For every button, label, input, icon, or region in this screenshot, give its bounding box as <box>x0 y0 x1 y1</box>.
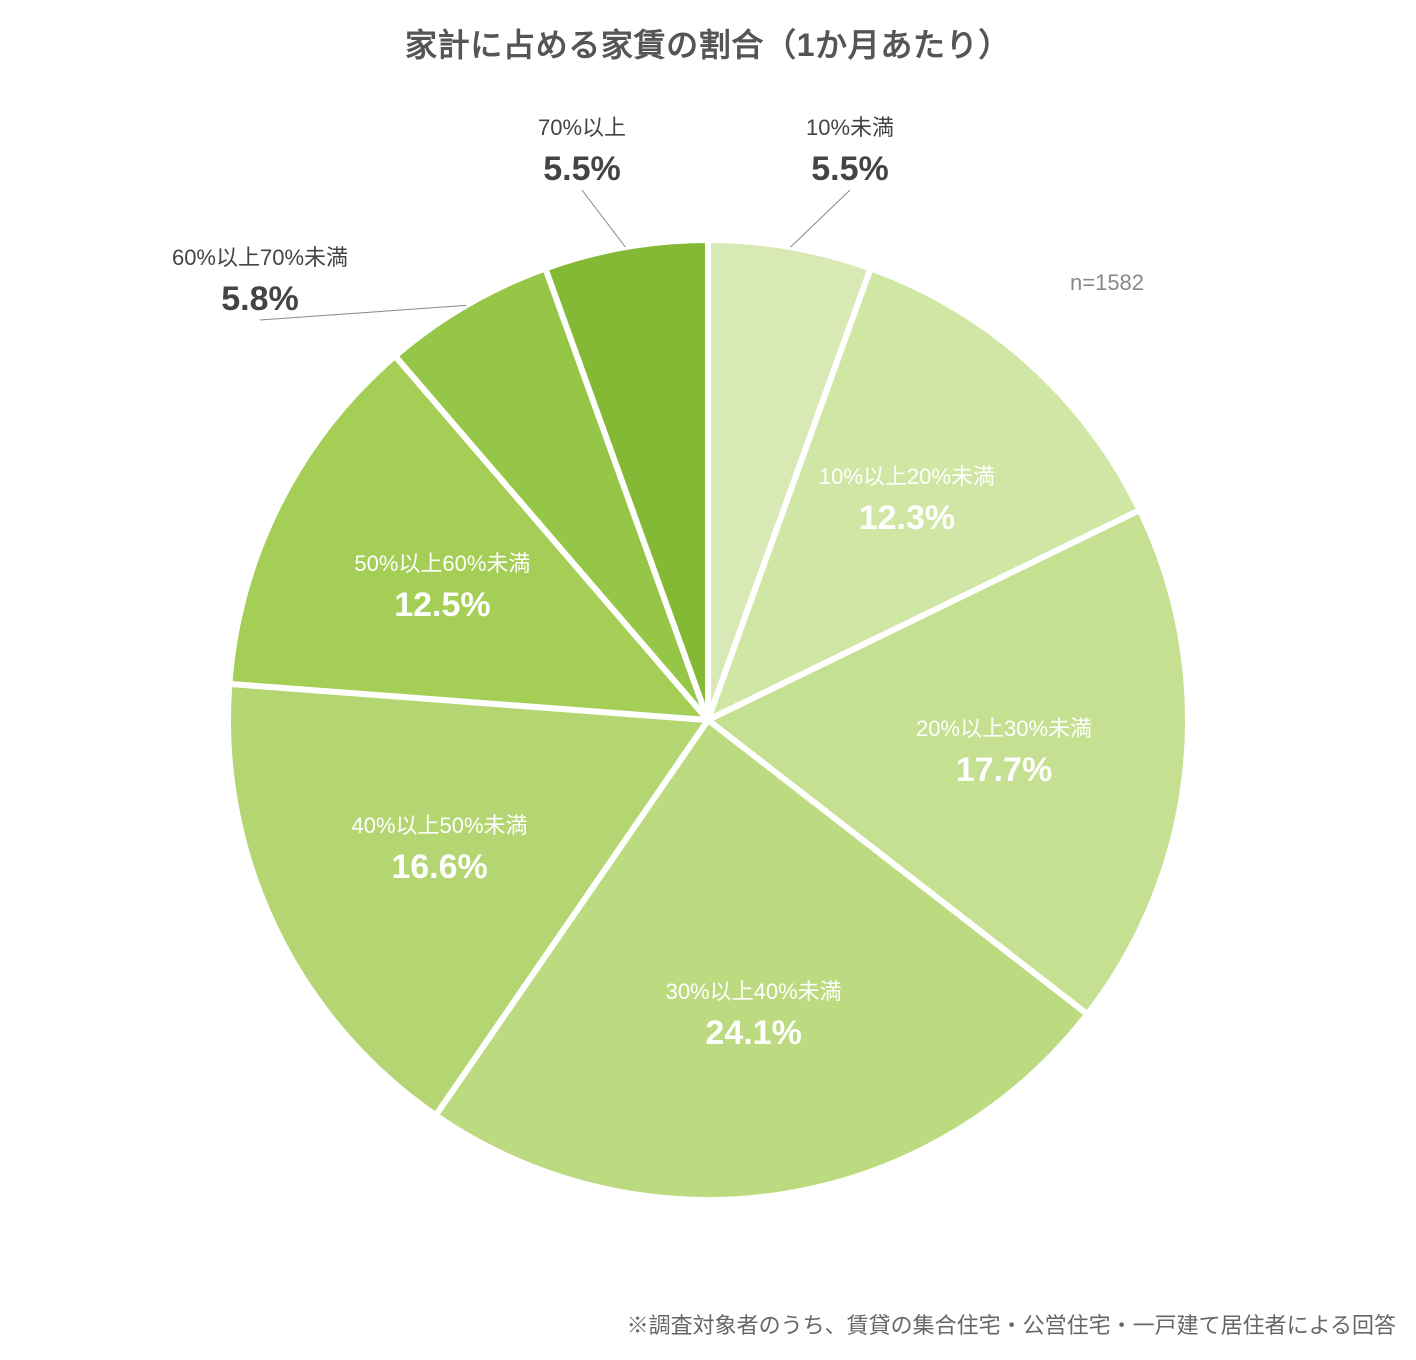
footnote: ※調査対象者のうち、賃貸の集合住宅・公営住宅・一戸建て居住者による回答 <box>627 1308 1396 1340</box>
pie-chart <box>0 0 1416 1360</box>
